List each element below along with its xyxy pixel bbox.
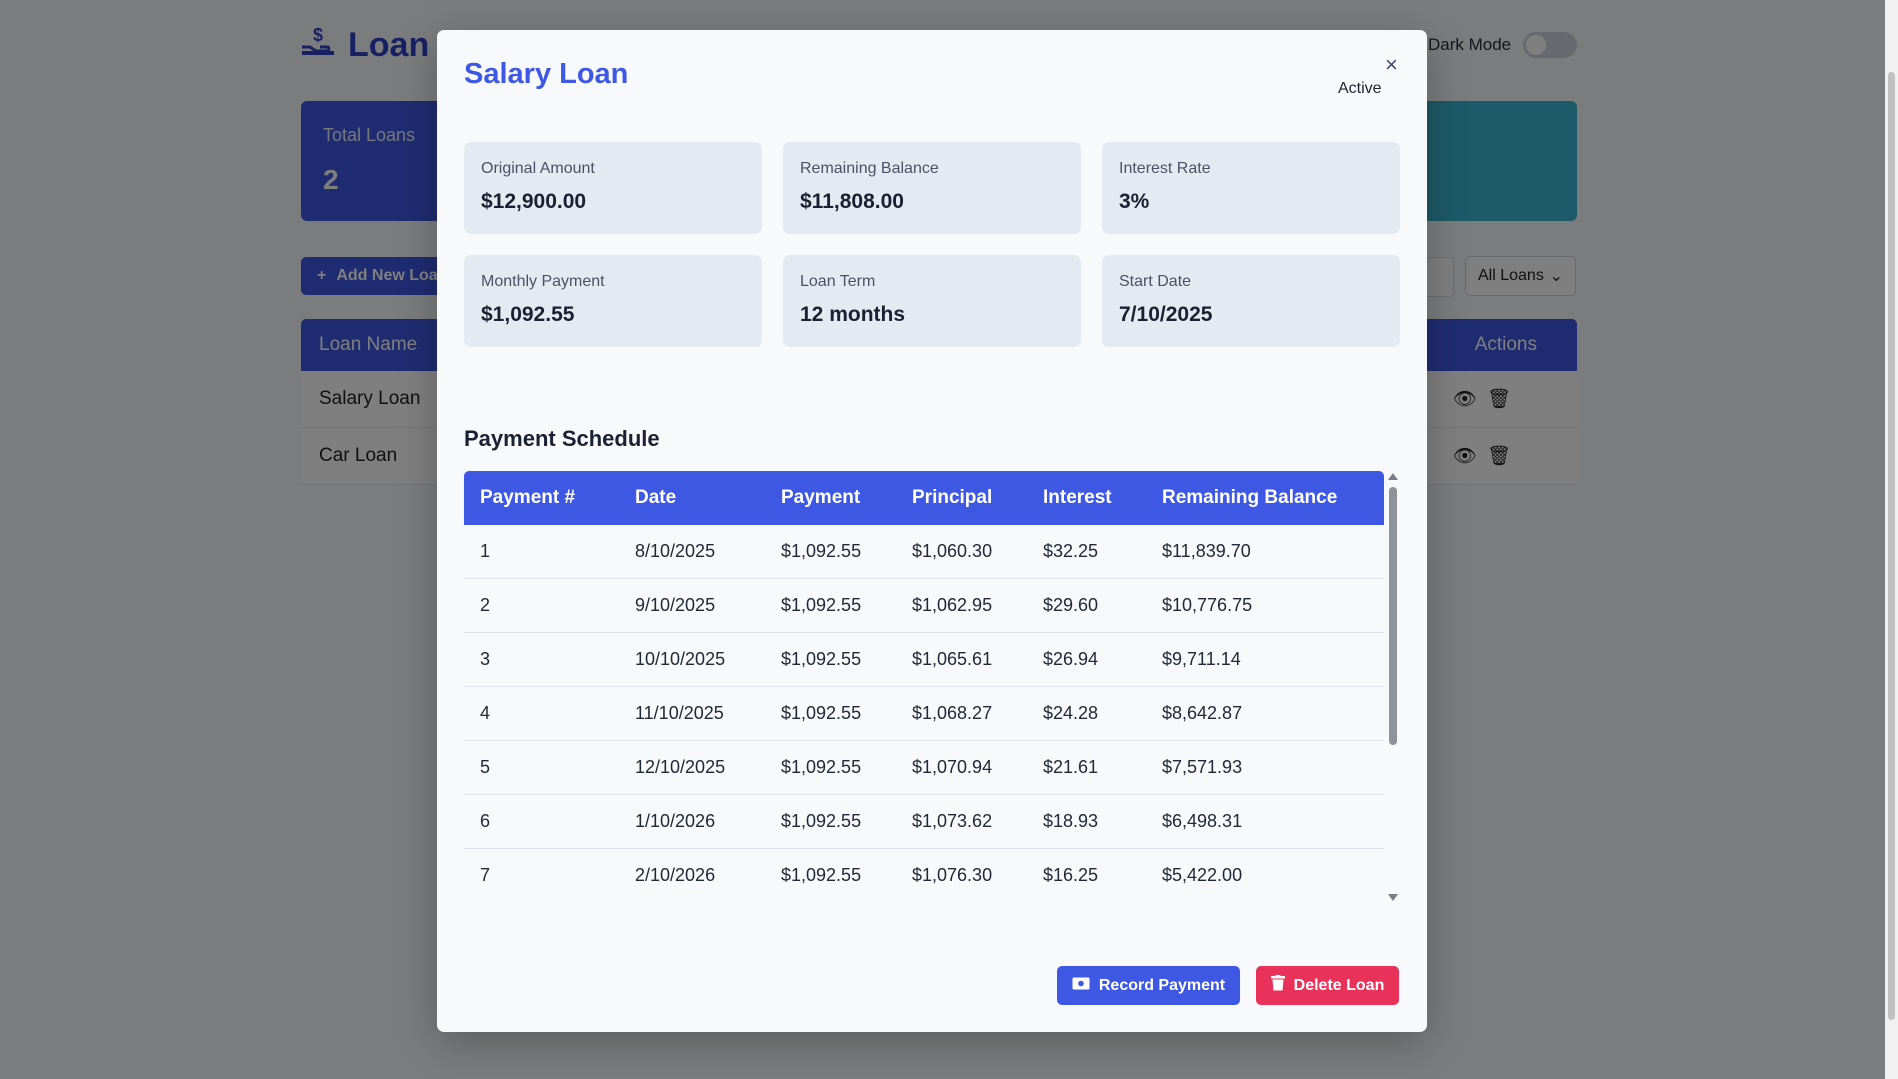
delete-loan-label: Delete Loan — [1293, 976, 1385, 994]
cell: $10,776.75 — [1146, 578, 1384, 633]
payment-schedule-table: Payment # Date Payment Principal Interes… — [464, 471, 1400, 896]
cell: 2 — [464, 578, 619, 633]
col-payment-number: Payment # — [464, 471, 619, 525]
cell: $1,065.61 — [896, 632, 1027, 687]
table-row: 1 8/10/2025 $1,092.55 $1,060.30 $32.25 $… — [464, 525, 1384, 579]
cell: $1,060.30 — [896, 525, 1027, 579]
schedule-scrollbar[interactable] — [1387, 471, 1399, 901]
cell: $29.60 — [1027, 578, 1146, 633]
cell: $9,711.14 — [1146, 632, 1384, 687]
col-principal: Principal — [896, 471, 1027, 525]
cell: $1,092.55 — [765, 740, 896, 795]
table-row: 5 12/10/2025 $1,092.55 $1,070.94 $21.61 … — [464, 740, 1384, 795]
cell: $1,092.55 — [765, 632, 896, 687]
cell: 10/10/2025 — [619, 632, 765, 687]
cell: $32.25 — [1027, 525, 1146, 579]
cell: $26.94 — [1027, 632, 1146, 687]
page-scrollbar[interactable] — [1885, 0, 1898, 1079]
close-icon[interactable]: × — [1385, 52, 1398, 77]
cell: $1,092.55 — [765, 578, 896, 633]
card-label: Remaining Balance — [800, 160, 939, 177]
cell: $1,076.30 — [896, 848, 1027, 896]
payment-schedule-title: Payment Schedule — [464, 426, 660, 451]
monthly-payment-card: Monthly Payment $1,092.55 — [464, 255, 762, 347]
table-row: 2 9/10/2025 $1,092.55 $1,062.95 $29.60 $… — [464, 578, 1384, 633]
col-interest: Interest — [1027, 471, 1146, 525]
cell: 5 — [464, 740, 619, 795]
cell: $1,092.55 — [765, 794, 896, 849]
delete-loan-button[interactable]: Delete Loan — [1256, 966, 1399, 1005]
card-value: 7/10/2025 — [1119, 303, 1213, 326]
trash-icon — [1270, 975, 1285, 996]
table-row: 3 10/10/2025 $1,092.55 $1,065.61 $26.94 … — [464, 632, 1384, 687]
cell: $1,092.55 — [765, 848, 896, 896]
cell: 12/10/2025 — [619, 740, 765, 795]
card-value: $11,808.00 — [800, 190, 904, 213]
cell: 6 — [464, 794, 619, 849]
modal-title: Salary Loan — [464, 58, 629, 90]
col-remaining-balance: Remaining Balance — [1146, 471, 1384, 525]
cell: 7 — [464, 848, 619, 896]
loan-details-modal: Salary Loan × Active Original Amount $12… — [437, 30, 1427, 1032]
schedule-scrollbar-thumb[interactable] — [1389, 487, 1397, 745]
card-label: Original Amount — [481, 160, 595, 177]
cell: 8/10/2025 — [619, 525, 765, 579]
cell: $16.25 — [1027, 848, 1146, 896]
card-label: Interest Rate — [1119, 160, 1211, 177]
cell: $6,498.31 — [1146, 794, 1384, 849]
card-value: $1,092.55 — [481, 303, 575, 326]
table-row: 6 1/10/2026 $1,092.55 $1,073.62 $18.93 $… — [464, 794, 1384, 849]
cell: 2/10/2026 — [619, 848, 765, 896]
card-value: 12 months — [800, 303, 906, 326]
cell: 1 — [464, 525, 619, 579]
card-value: $12,900.00 — [481, 190, 587, 213]
card-value: 3% — [1119, 190, 1150, 213]
cell: $1,092.55 — [765, 686, 896, 741]
original-amount-card: Original Amount $12,900.00 — [464, 142, 762, 234]
cell: $1,073.62 — [896, 794, 1027, 849]
status-badge: Active — [1338, 80, 1382, 97]
cell: $1,092.55 — [765, 525, 896, 579]
col-payment: Payment — [765, 471, 896, 525]
cell: $11,839.70 — [1146, 525, 1384, 579]
cell: $8,642.87 — [1146, 686, 1384, 741]
card-label: Start Date — [1119, 273, 1192, 290]
col-date: Date — [619, 471, 765, 525]
loan-term-card: Loan Term 12 months — [783, 255, 1081, 347]
cell: $1,068.27 — [896, 686, 1027, 741]
cell: $21.61 — [1027, 740, 1146, 795]
record-payment-button[interactable]: Record Payment — [1057, 966, 1240, 1005]
start-date-card: Start Date 7/10/2025 — [1102, 255, 1400, 347]
cell: 3 — [464, 632, 619, 687]
scroll-up-arrow-icon[interactable] — [1388, 473, 1398, 480]
cell: $1,070.94 — [896, 740, 1027, 795]
scroll-down-arrow-icon[interactable] — [1388, 894, 1398, 901]
cell: $7,571.93 — [1146, 740, 1384, 795]
cell: 11/10/2025 — [619, 686, 765, 741]
schedule-header-row: Payment # Date Payment Principal Interes… — [464, 471, 1384, 525]
cell: $1,062.95 — [896, 578, 1027, 633]
table-row: 7 2/10/2026 $1,092.55 $1,076.30 $16.25 $… — [464, 848, 1384, 896]
card-label: Monthly Payment — [481, 273, 605, 290]
table-row: 4 11/10/2025 $1,092.55 $1,068.27 $24.28 … — [464, 686, 1384, 741]
cell: $5,422.00 — [1146, 848, 1384, 896]
page-scrollbar-thumb[interactable] — [1888, 72, 1895, 1020]
card-label: Loan Term — [800, 273, 876, 290]
cell: 4 — [464, 686, 619, 741]
money-bill-icon — [1072, 977, 1090, 995]
cell: $18.93 — [1027, 794, 1146, 849]
cell: 9/10/2025 — [619, 578, 765, 633]
remaining-balance-card: Remaining Balance $11,808.00 — [783, 142, 1081, 234]
interest-rate-card: Interest Rate 3% — [1102, 142, 1400, 234]
cell: $24.28 — [1027, 686, 1146, 741]
record-payment-label: Record Payment — [1098, 976, 1226, 994]
cell: 1/10/2026 — [619, 794, 765, 849]
